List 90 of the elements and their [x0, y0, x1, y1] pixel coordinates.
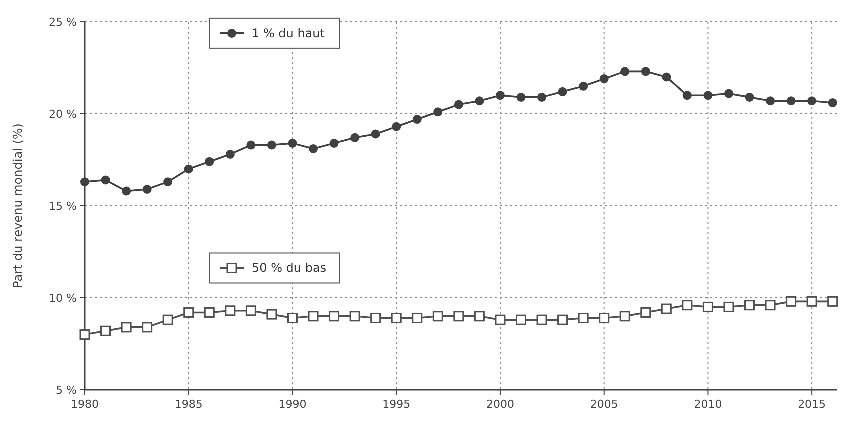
x-tick-label: 1990	[278, 398, 307, 411]
point	[370, 312, 382, 324]
point	[309, 144, 318, 154]
legend-label: 50 % du bas	[252, 261, 327, 276]
y-axis-title: Part du revenu mondial (%)	[11, 124, 25, 288]
point	[495, 314, 506, 326]
point	[80, 178, 90, 187]
point	[267, 140, 276, 150]
y-tick-label: 10 %	[49, 292, 77, 305]
point	[432, 311, 444, 322]
point	[287, 312, 298, 324]
point	[640, 307, 652, 318]
point	[226, 150, 235, 159]
point	[558, 87, 568, 96]
point	[100, 326, 112, 336]
point	[766, 96, 776, 106]
point	[599, 312, 610, 324]
point	[600, 74, 609, 84]
point	[225, 306, 236, 316]
point	[786, 96, 796, 106]
point	[786, 296, 797, 307]
point	[350, 133, 360, 142]
point	[765, 300, 776, 311]
x-tick-label: 2010	[694, 398, 722, 411]
y-tick-label: 20 %	[49, 108, 77, 121]
y-tick-label: 25 %	[49, 16, 77, 29]
point	[350, 311, 360, 322]
point	[538, 92, 547, 102]
point	[682, 91, 692, 100]
point	[516, 92, 526, 102]
legend-label: 1 % du haut	[252, 26, 326, 40]
point	[80, 330, 90, 340]
point	[702, 302, 714, 312]
point	[204, 307, 215, 318]
point	[205, 157, 214, 166]
point	[745, 92, 754, 102]
point	[329, 311, 340, 322]
point	[454, 311, 464, 322]
point	[246, 140, 256, 150]
point	[142, 322, 153, 333]
point	[330, 138, 339, 148]
x-tick-label: 2015	[798, 398, 826, 411]
point	[558, 314, 568, 326]
point	[308, 311, 319, 322]
x-tick-label: 2000	[486, 398, 514, 411]
point	[101, 176, 110, 185]
point	[578, 312, 589, 324]
point	[724, 89, 734, 98]
point	[266, 309, 278, 320]
point	[434, 108, 443, 117]
point	[475, 96, 484, 106]
point	[474, 311, 485, 322]
point	[496, 91, 505, 100]
point	[682, 300, 693, 311]
point	[579, 82, 588, 91]
point	[288, 138, 298, 148]
x-tick-label: 1985	[174, 398, 203, 411]
point	[828, 296, 838, 307]
point	[806, 296, 818, 307]
y-tick-label: 5 %	[56, 384, 77, 397]
x-tick-label: 2005	[590, 398, 618, 411]
point	[744, 300, 755, 311]
point	[620, 311, 630, 322]
point	[392, 122, 402, 132]
point	[164, 178, 173, 187]
point	[391, 312, 402, 324]
point	[122, 186, 132, 196]
point	[620, 67, 630, 76]
x-tick-label: 1980	[71, 398, 99, 411]
point	[516, 314, 526, 326]
point	[184, 164, 194, 174]
point	[246, 306, 256, 316]
point	[412, 312, 423, 324]
point	[724, 302, 734, 312]
point	[142, 184, 152, 194]
point	[412, 115, 422, 124]
y-tick-label: 15 %	[49, 200, 77, 213]
point	[661, 304, 672, 314]
point	[536, 314, 548, 326]
point	[808, 96, 817, 106]
point	[371, 130, 380, 139]
point	[704, 91, 713, 100]
x-tick-label: 1995	[382, 398, 411, 411]
point	[184, 307, 194, 318]
point	[121, 322, 132, 333]
point	[662, 72, 672, 82]
point	[454, 100, 464, 110]
point	[641, 67, 650, 76]
point	[162, 314, 174, 326]
point	[828, 98, 838, 108]
